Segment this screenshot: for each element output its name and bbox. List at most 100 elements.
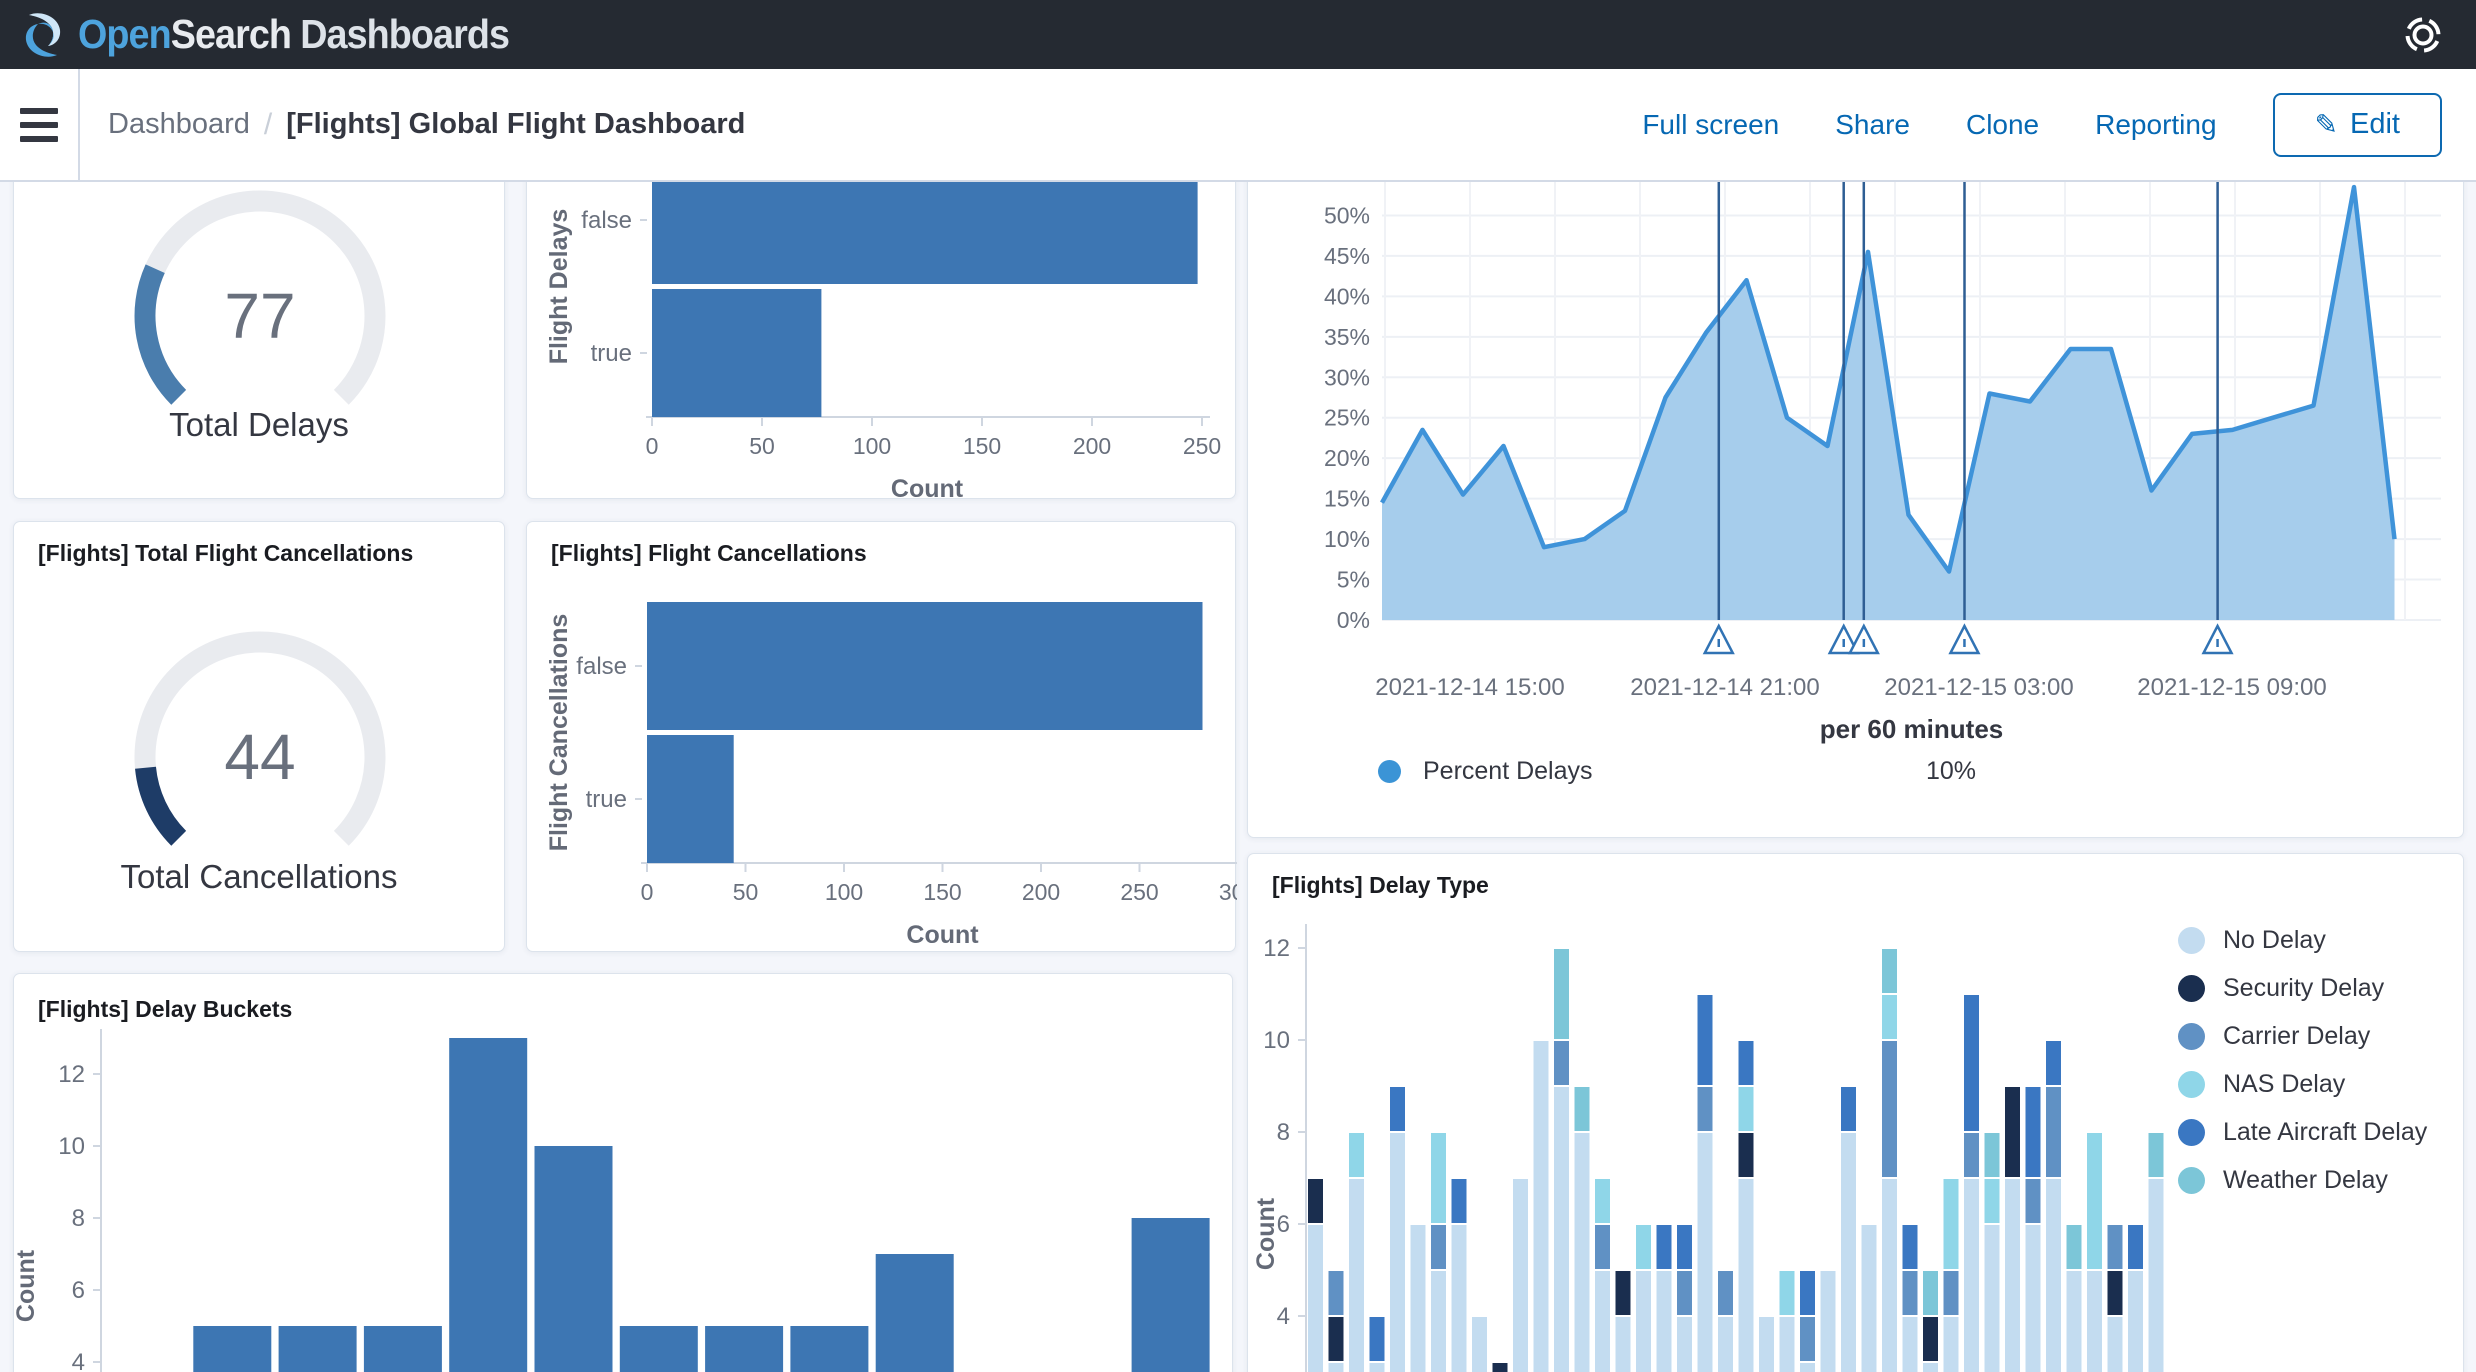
x-tick-label: 200 (1073, 433, 1111, 459)
stack-segment-carrier (1595, 1225, 1610, 1269)
x-tick-label: 2021-12-15 09:00 (2137, 674, 2327, 701)
stack-segment-weather (1923, 1271, 1938, 1315)
stack-segment-no (1328, 1363, 1344, 1372)
stack-segment-no (1513, 1179, 1528, 1372)
stack-segment-carrier (1943, 1271, 1959, 1315)
x-tick-label: 150 (963, 433, 1001, 459)
stack-segment-late (1656, 1225, 1672, 1269)
stack-segment-no (1410, 1225, 1426, 1372)
legend-item-weather[interactable]: Weather Delay (2178, 1166, 2427, 1194)
y-tick-label: 12 (1263, 935, 1290, 962)
y-tick-label: 45% (1324, 243, 1370, 269)
stack-segment-no (1677, 1317, 1692, 1372)
stack-segment-nas (1349, 1133, 1364, 1177)
barh-svg: 0 50 100 150 200 250 300 false true Count Flight C… (545, 602, 1237, 949)
legend-dot (2178, 974, 2205, 1002)
legend-dot (2178, 1166, 2205, 1194)
stack-segment-no (1718, 1317, 1733, 1372)
y-tick-label: 30% (1324, 364, 1370, 390)
stack-segment-carrier (1964, 1133, 1979, 1177)
panel-delay-buckets[interactable]: [Flights] Delay Buckets 12 10 8 6 4 Count (13, 973, 1233, 1372)
panel-title-total-cancellations[interactable]: [Flights] Total Flight Cancellations (38, 540, 414, 566)
edit-button[interactable]: ✎ Edit (2272, 92, 2442, 157)
stack-segment-carrier (2025, 1179, 2041, 1223)
stack-segment-no (1656, 1271, 1672, 1372)
breadcrumb-separator: / (263, 107, 273, 141)
clone-button[interactable]: Clone (1965, 108, 2040, 140)
legend-item-no[interactable]: No Delay (2178, 926, 2427, 954)
stack-segment-no (1554, 1087, 1569, 1372)
nav-actions: Full screen Share Clone Reporting ✎ Edit (1642, 69, 2442, 180)
legend-label: Late Aircraft Delay (2223, 1117, 2428, 1146)
y-tick-label: 40% (1324, 283, 1370, 309)
xlabel: Count (906, 921, 979, 949)
reporting-button[interactable]: Reporting (2095, 108, 2217, 140)
y-tick-label: 4 (72, 1349, 85, 1372)
percent-delays-legend-label[interactable]: Percent Delays (1423, 757, 1593, 785)
stack-segment-late (1738, 1041, 1754, 1085)
stack-segment-nas (1779, 1271, 1795, 1315)
stack-segment-carrier (1902, 1271, 1918, 1315)
stack-segment-late (1800, 1271, 1815, 1315)
y-tick-label: 10% (1324, 526, 1370, 552)
x-tick-label: 250 (1120, 879, 1158, 905)
stack-segment-late (2025, 1087, 2041, 1177)
bucket-bar (449, 1038, 528, 1372)
stack-segment-no (2087, 1271, 2102, 1372)
y-tick-label: 10 (58, 1133, 85, 1160)
panel-total-cancellations[interactable]: [Flights] Total Flight Cancellations 44 … (13, 521, 505, 952)
stack-segment-carrier (1800, 1317, 1815, 1361)
x-tick-label: 50 (749, 433, 775, 459)
stack-segment-weather (1984, 1133, 2000, 1177)
app-header: OpenSearch Dashboards (0, 0, 2476, 69)
share-button[interactable]: Share (1835, 108, 1910, 140)
y-tick-label: 25% (1324, 405, 1370, 431)
stack-segment-security (1738, 1133, 1754, 1177)
panel-title-flight-cancellations[interactable]: [Flights] Flight Cancellations (551, 540, 867, 566)
full-screen-button[interactable]: Full screen (1642, 108, 1780, 140)
panel-flight-cancellations[interactable]: [Flights] Flight Cancellations 0 50 100 150… (526, 521, 1237, 952)
panel-delay-type[interactable]: [Flights] Delay Type 12 10 8 6 4 Count No Del… (1247, 853, 2464, 1372)
ylabel: Count (14, 1249, 40, 1322)
panel-title-delay-buckets[interactable]: [Flights] Delay Buckets (38, 996, 293, 1022)
stack-segment-no (1923, 1363, 1938, 1372)
x-tick-label: 2021-12-14 15:00 (1375, 674, 1565, 701)
menu-icon[interactable] (0, 69, 80, 180)
ylabel: Count (1252, 1197, 1280, 1270)
bucket-bar (790, 1326, 869, 1372)
stack-segment-no (1984, 1225, 2000, 1372)
stack-segment-no (1738, 1179, 1754, 1372)
percent-delays-legend: Percent Delays 10% (1378, 757, 1976, 786)
breadcrumb-dashboard[interactable]: Dashboard (108, 108, 250, 140)
y-tick-label: 50% (1324, 202, 1370, 228)
legend-item-late[interactable]: Late Aircraft Delay (2178, 1118, 2427, 1146)
category-label: false (576, 653, 627, 680)
panel-title-delay-type[interactable]: [Flights] Delay Type (1272, 872, 1489, 898)
x-tick-label: 100 (853, 433, 891, 459)
stack-segment-no (1841, 1133, 1856, 1372)
panel-percent-delays[interactable]: 50% 45% 40% 35% 30% 25% 20% 15% 10% 5% 0% 2021-12-1… (1247, 182, 2464, 838)
delay-type-legend: No Delay Security Delay Carrier Delay NA… (2178, 926, 2427, 1194)
stack-segment-no (1472, 1317, 1487, 1372)
legend-item-carrier[interactable]: Carrier Delay (2178, 1022, 2427, 1050)
help-icon[interactable] (2402, 14, 2444, 56)
app-title: OpenSearch Dashboards (78, 11, 510, 57)
category-label: true (591, 340, 632, 367)
stack-segment-no (1308, 1225, 1323, 1372)
stack-segment-weather (1554, 949, 1569, 1039)
stack-segment-late (1841, 1087, 1856, 1131)
legend-dot (2178, 926, 2205, 954)
panel-total-delays[interactable]: 77 Total Delays (13, 182, 505, 499)
legend-item-nas[interactable]: NAS Delay (2178, 1070, 2427, 1098)
x-tick-label: 0 (646, 433, 659, 459)
stack-segment-no (1431, 1271, 1446, 1372)
opensearch-logo[interactable]: OpenSearch Dashboards (20, 11, 547, 58)
stack-segment-nas (1738, 1087, 1754, 1131)
stack-segment-security (2005, 1087, 2020, 1177)
stack-segment-nas (1636, 1225, 1651, 1269)
legend-item-security[interactable]: Security Delay (2178, 974, 2427, 1002)
panel-flight-delays[interactable]: 0 50 100 150 200 250 false true Count Flight Dela… (526, 182, 1236, 500)
stack-segment-no (1533, 1041, 1549, 1372)
legend-label: NAS Delay (2223, 1069, 2346, 1098)
y-tick-label: 10 (1263, 1027, 1290, 1054)
